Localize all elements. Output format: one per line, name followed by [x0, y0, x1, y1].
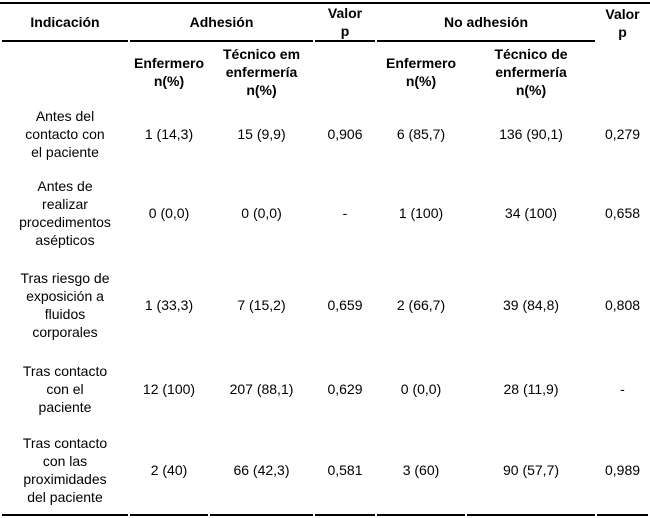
value-cell: 1 (14,3): [144, 125, 194, 142]
value-cell: 0 (0,0): [148, 204, 190, 221]
subheader-tecnico-no-adhesion: Técnico de enfermería n(%): [494, 45, 568, 98]
subheader-enfermero-adhesion: Enfermero n(%): [133, 54, 205, 89]
sub-header-row: Enfermero n(%) Técnico em enfermería n(%…: [2, 42, 648, 101]
value-cell: 2 (40): [130, 426, 208, 516]
subheader-enfermero-no-adhesion: Enfermero n(%): [385, 54, 457, 89]
table-row: Tras riesgo de exposición a fluidos corp…: [2, 259, 648, 351]
p-value-cell: 0,808: [604, 297, 641, 313]
col-header-valor-p-no-adhesion: Valor p: [605, 6, 640, 40]
statistics-table: Indicación Adhesión Valor p No adhesión …: [0, 4, 650, 516]
col-header-indicacion: Indicación: [2, 4, 128, 42]
p-value-cell: 0,658: [604, 204, 641, 221]
col-group-no-adhesion: No adhesión: [377, 4, 596, 42]
value-cell: 0 (0,0): [400, 380, 442, 397]
value-cell: 1 (33,3): [144, 297, 194, 313]
p-value-cell: -: [620, 380, 625, 397]
row-label: Antes del contacto con el paciente: [25, 107, 105, 160]
table-row: Antes del contacto con el paciente 1 (14…: [2, 101, 648, 166]
table-row: Tras contacto con el paciente 12 (100) 2…: [2, 351, 648, 426]
p-value-cell: 0,629: [327, 380, 363, 397]
value-cell: 15 (9,9): [237, 125, 286, 142]
row-label: Tras contacto con el paciente: [22, 362, 108, 415]
value-cell: 90 (57,7): [467, 426, 596, 516]
value-cell: 2 (66,7): [396, 297, 446, 313]
value-cell: 3 (60): [377, 426, 465, 516]
value-cell: 28 (11,9): [503, 380, 559, 397]
p-value-cell: 0,989: [597, 426, 649, 516]
group-header-row: Indicación Adhesión Valor p No adhesión …: [2, 4, 648, 42]
col-group-adhesion: Adhesión: [130, 4, 313, 42]
value-cell: 6 (85,7): [396, 125, 446, 142]
row-label: Tras contacto con las proximidades del p…: [2, 426, 128, 516]
p-value-cell: 0,906: [327, 125, 363, 142]
empty-cell: [315, 42, 375, 101]
subheader-tecnico-adhesion: Técnico em enfermería n(%): [222, 45, 301, 98]
value-cell: 66 (42,3): [210, 426, 313, 516]
col-header-valor-p-adhesion: Valor p: [315, 4, 375, 42]
row-label: Antes de realizar procedimentos aséptico…: [19, 177, 111, 248]
value-cell: 39 (84,8): [502, 297, 560, 313]
empty-cell: [597, 42, 648, 101]
table-row: Tras contacto con las proximidades del p…: [2, 426, 649, 516]
value-cell: 34 (100): [504, 204, 558, 221]
p-value-cell: 0,279: [604, 125, 641, 142]
value-cell: 1 (100): [398, 204, 444, 221]
value-cell: 0 (0,0): [241, 204, 282, 221]
value-cell: 207 (88,1): [229, 380, 294, 397]
row-label: Tras riesgo de exposición a fluidos corp…: [20, 270, 110, 340]
p-value-cell: 0,581: [315, 426, 375, 516]
value-cell: 12 (100): [142, 380, 196, 397]
value-cell: 136 (90,1): [499, 125, 563, 142]
empty-cell: [2, 42, 128, 101]
table-row: Antes de realizar procedimentos aséptico…: [2, 166, 648, 259]
p-value-cell: -: [342, 204, 348, 221]
value-cell: 7 (15,2): [237, 297, 286, 313]
p-value-cell: 0,659: [327, 297, 363, 313]
